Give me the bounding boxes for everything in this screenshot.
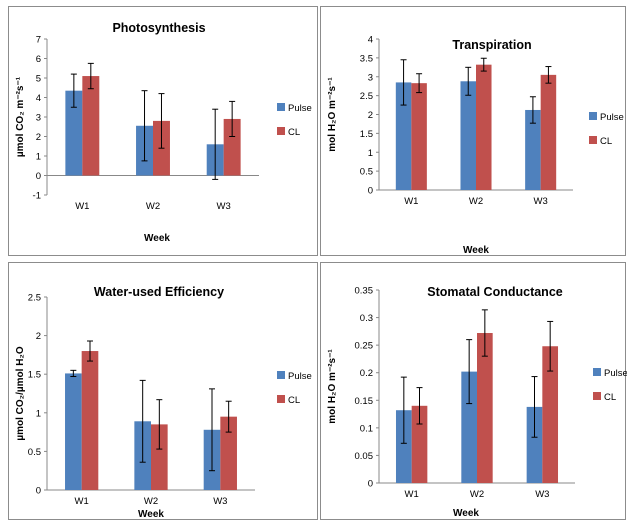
y-tick-label: 5 [36, 74, 41, 85]
x-tick-label: W1 [75, 496, 89, 507]
x-tick-label: W2 [146, 201, 160, 212]
bar-cl [82, 76, 100, 176]
y-tick-label: 2 [36, 132, 41, 143]
chart-title: Photosynthesis [112, 21, 205, 35]
legend-swatch-cl [277, 395, 285, 403]
y-tick-label: 0.5 [28, 447, 41, 458]
chart-title: Stomatal Conductance [427, 285, 562, 299]
y-tick-label: 0.05 [355, 451, 374, 462]
y-tick-label: 3 [368, 72, 373, 83]
y-axis-label: mol H₂O m⁻²s⁻¹ [327, 349, 338, 424]
y-tick-label: 3.5 [360, 53, 373, 64]
legend-label-cl: CL [288, 127, 300, 138]
bar-cl [411, 83, 427, 190]
chart-svg: Transpiration 0 0.5 1 1.5 2 2.5 3 3.5 4 mol H₂O m⁻… [327, 35, 624, 257]
legend-label-pulse: Pulse [604, 368, 627, 379]
x-tick-label: W3 [535, 489, 549, 500]
y-tick-label: 4 [36, 93, 41, 104]
y-tick-label: 0.1 [360, 423, 373, 434]
y-axis-label: µmol CO₂/µmol H₂O [15, 346, 26, 441]
bar-pulse [460, 81, 476, 190]
y-tick-label: 1 [36, 152, 41, 163]
bar-pulse [395, 82, 412, 190]
legend-label-cl: CL [600, 136, 612, 147]
bar-cl [411, 405, 428, 483]
x-tick-label: W1 [405, 489, 419, 500]
chart-panel-stomatal-conductance: Stomatal Conductance 0 0.05 0.1 0.15 0.2 0.25 0… [320, 262, 627, 520]
legend-swatch-pulse [277, 371, 285, 379]
bar-pulse [65, 373, 82, 490]
x-axis-label: Week [453, 508, 479, 519]
legend-label-cl: CL [288, 395, 300, 406]
y-tick-label: 7 [36, 35, 41, 46]
bar-cl [540, 74, 557, 190]
bar-cl [477, 333, 493, 483]
y-tick-label: 0.2 [360, 368, 373, 379]
legend-swatch-cl [593, 392, 601, 400]
y-tick-label: 2.5 [360, 91, 373, 102]
y-tick-label: 0 [36, 486, 41, 497]
bar-cl [542, 346, 559, 483]
y-tick-label: 1 [368, 148, 373, 159]
chart-title: Transpiration [452, 38, 531, 52]
y-tick-label: 2 [368, 110, 373, 121]
y-tick-label: 0 [36, 171, 41, 182]
bar-cl [476, 64, 492, 190]
y-tick-label: 1 [36, 408, 41, 419]
y-tick-label: -1 [33, 191, 41, 202]
chart-panel-transpiration: Transpiration 0 0.5 1 1.5 2 2.5 3 3.5 4 mol H₂O m⁻… [320, 6, 626, 256]
bar-pulse [395, 410, 412, 483]
legend-label-pulse: Pulse [288, 371, 312, 382]
legend-label-cl: CL [604, 392, 616, 403]
chart-svg: Photosynthesis -1 0 1 2 3 4 5 6 7 µmol CO₂ m⁻²s⁻¹ W… [15, 21, 312, 244]
bar-cl [220, 416, 237, 490]
x-tick-label: W1 [75, 201, 89, 212]
legend-swatch-pulse [277, 103, 285, 111]
chart-panel-photosynthesis: Photosynthesis -1 0 1 2 3 4 5 6 7 µmol CO₂ m⁻²s⁻¹ W… [8, 6, 318, 256]
legend-swatch-cl [589, 136, 597, 144]
y-tick-label: 3 [36, 113, 41, 124]
y-tick-label: 0.25 [355, 341, 374, 352]
y-tick-label: 0.15 [355, 396, 374, 407]
legend-label-pulse: Pulse [600, 112, 624, 123]
y-tick-label: 0.5 [360, 167, 373, 178]
bar-pulse [461, 371, 477, 483]
bar-pulse [65, 90, 83, 176]
x-tick-label: W2 [469, 196, 483, 207]
chart-svg: Stomatal Conductance 0 0.05 0.1 0.15 0.2 0.25 0… [327, 285, 627, 519]
y-axis-label: µmol CO₂ m⁻²s⁻¹ [15, 76, 26, 157]
x-tick-label: W3 [213, 496, 227, 507]
x-axis-label: Week [463, 245, 489, 256]
y-tick-label: 4 [368, 35, 373, 46]
chart-svg: Water-used Efficiency 0 0.5 1 1.5 2 2.5 µmol CO… [15, 285, 312, 520]
x-tick-label: W3 [534, 196, 548, 207]
y-axis-label: mol H₂O m⁻²s⁻¹ [327, 77, 338, 152]
bar-cl [223, 118, 241, 176]
bar-cl [81, 351, 99, 490]
legend-swatch-cl [277, 127, 285, 135]
x-tick-label: W1 [404, 196, 418, 207]
y-tick-label: 2.5 [28, 293, 41, 304]
y-tick-label: 0 [368, 479, 373, 490]
chart-title: Water-used Efficiency [94, 285, 224, 299]
chart-panel-water-used-efficiency: Water-used Efficiency 0 0.5 1 1.5 2 2.5 µmol CO… [8, 262, 318, 520]
x-tick-label: W2 [144, 496, 158, 507]
y-tick-label: 0.35 [355, 286, 374, 297]
x-tick-label: W2 [470, 489, 484, 500]
y-tick-label: 0.3 [360, 313, 373, 324]
y-tick-label: 1.5 [28, 370, 41, 381]
legend-swatch-pulse [593, 368, 601, 376]
y-tick-label: 1.5 [360, 129, 373, 140]
legend-label-pulse: Pulse [288, 103, 312, 114]
y-tick-label: 0 [368, 186, 373, 197]
x-axis-label: Week [144, 233, 170, 244]
y-tick-label: 6 [36, 54, 41, 65]
y-tick-label: 2 [36, 331, 41, 342]
x-axis-label: Week [138, 509, 164, 520]
x-tick-label: W3 [217, 201, 231, 212]
legend-swatch-pulse [589, 112, 597, 120]
bar-cl [151, 424, 168, 490]
bar-pulse [526, 406, 543, 483]
bar-pulse [525, 109, 541, 190]
